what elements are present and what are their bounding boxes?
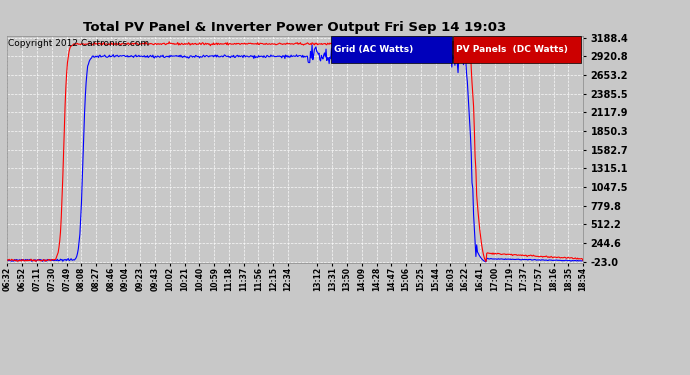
Text: Copyright 2012 Cartronics.com: Copyright 2012 Cartronics.com [8,39,150,48]
Text: Grid (AC Watts): Grid (AC Watts) [334,45,413,54]
Text: PV Panels  (DC Watts): PV Panels (DC Watts) [456,45,568,54]
Title: Total PV Panel & Inverter Power Output Fri Sep 14 19:03: Total PV Panel & Inverter Power Output F… [83,21,506,34]
